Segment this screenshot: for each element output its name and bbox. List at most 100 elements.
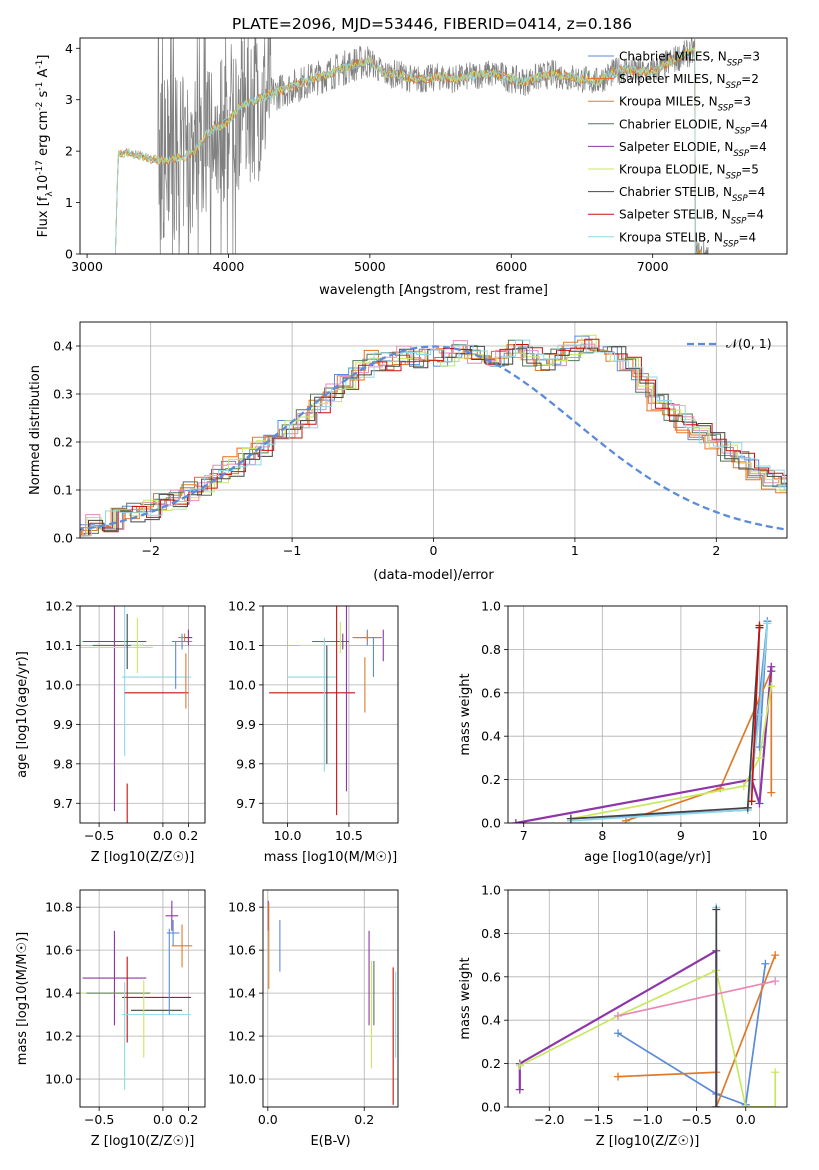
marker-kroupa_miles <box>767 788 776 797</box>
tick-label-y: 10.2 <box>228 1029 256 1044</box>
tick-label-x: −0.5 <box>84 828 114 843</box>
y-axis-label-part: λ <box>45 191 55 197</box>
marker-chabrier_stelib <box>712 905 721 914</box>
line-kroupa_miles <box>625 670 773 822</box>
tick-label-y: 0.2 <box>481 1056 501 1071</box>
panel-age_vs_mass: 10.0 10.5 9.7 9.8 9.9 10.0 10.1 10.2 mass [log10… <box>228 599 399 865</box>
gaussian-curve <box>80 345 787 531</box>
tick-label-y: 0.1 <box>53 483 73 498</box>
tick-label-x: 0.0 <box>153 828 173 843</box>
tick-label-y: 10.2 <box>45 1029 73 1044</box>
axes-frame <box>79 321 788 539</box>
tick-label-y: 0.0 <box>53 531 73 546</box>
legend-text: Chabrier STELIB, N <box>619 185 732 199</box>
tick-label-y: 9.9 <box>53 717 73 732</box>
legend-text: Salpeter ELODIE, N <box>619 140 733 154</box>
panel-massweight_vs_age: 7 8 9 10 0.0 0.2 0.4 0.6 0.8 1.0 age [log10(age/yr… <box>458 599 788 865</box>
tick-label-y: 0.4 <box>481 1013 501 1028</box>
marker-kroupa_elodie <box>741 1103 750 1107</box>
legend-subscript: SSP <box>735 126 751 136</box>
tick-label-x: 1 <box>571 543 579 558</box>
marker-kroupa_elodie <box>767 682 776 691</box>
legend-value: =4 <box>739 230 757 244</box>
tick-label-y: 0.0 <box>481 816 501 831</box>
legend-value: =4 <box>748 185 766 199</box>
tick-label-y: 10.4 <box>228 986 256 1001</box>
plot-area <box>80 606 193 823</box>
marker-kroupa_elodie <box>515 1061 524 1070</box>
line-kroupa_stelib <box>570 623 769 822</box>
y-axis-label-part: erg cm <box>36 111 51 160</box>
tick-label-x: −0.5 <box>84 1112 114 1127</box>
x-axis-label: (data-model)/error <box>373 568 494 583</box>
plot-area <box>511 617 776 823</box>
hist-step-chabrier_elodie <box>80 339 787 537</box>
tick-label-y: 0.2 <box>53 435 73 450</box>
marker-kroupa_elodie <box>755 753 764 762</box>
line-chabrier_miles <box>617 963 767 1106</box>
panel-massweight_vs_z: −2.0 −1.5 −1.0 −0.5 0.0 0.0 0.2 0.4 0.6 0.8 1.0 Z [… <box>458 883 788 1149</box>
x-axis-label: Z [log10(Z/Z☉)] <box>596 1134 700 1149</box>
legend-text: Kroupa MILES, N <box>619 95 718 109</box>
y-axis-label-part: -1 <box>35 60 45 69</box>
tick-label-x: 9 <box>677 828 685 843</box>
marker-chabrier_miles <box>755 743 764 752</box>
tick-label-y: 1.0 <box>481 883 501 898</box>
tick-label-x: 8 <box>598 828 606 843</box>
legend-value: =2 <box>741 72 759 86</box>
x-axis-label: Z [log10(Z/Z☉)] <box>91 850 195 865</box>
tick-label-x: −0.5 <box>681 1112 711 1127</box>
tick-label-y: 10.1 <box>228 638 256 653</box>
line-salpeter_miles <box>617 980 776 1017</box>
marker-salpeter_miles <box>771 977 780 986</box>
line-salpeter_stelib <box>750 625 761 802</box>
line-salpeter_elodie <box>515 666 773 823</box>
marker-chabrier_stelib <box>566 814 575 823</box>
y-axis-label-part: Flux [f <box>36 196 51 237</box>
panel-residual_histogram: −2 −1 0 1 2 0.0 0.1 0.2 0.3 0.4 𝒩(0, 1) (data-model… <box>28 321 788 583</box>
tick-label-y: 10.1 <box>45 638 73 653</box>
tick-label-y: 0.8 <box>481 642 501 657</box>
x-axis-label: wavelength [Angstrom, rest frame] <box>319 283 548 298</box>
line-kroupa_elodie <box>519 969 777 1107</box>
y-axis-label: Flux [fλ10-17 erg cm-2 s-1 A-1] <box>35 55 55 238</box>
tick-label-y: 10.2 <box>228 599 256 614</box>
y-axis-label-part: s <box>36 90 51 101</box>
tick-label-x: 4000 <box>213 259 245 274</box>
x-axis-label: E(B-V) <box>310 1134 350 1149</box>
legend-subscript: SSP <box>726 81 742 91</box>
marker-kroupa_elodie <box>771 1103 780 1107</box>
plot-area <box>80 900 193 1090</box>
tick-label-x: −1.5 <box>583 1112 613 1127</box>
line-chabrier_miles <box>570 621 769 820</box>
marker-kroupa_stelib <box>755 710 764 719</box>
x-axis-label: mass [log10(M/M☉)] <box>264 850 397 865</box>
figure-title: PLATE=2096, MJD=53446, FIBERID=0414, z=0… <box>232 15 632 33</box>
tick-label-x: 0.2 <box>354 1112 374 1127</box>
tick-label-y: 10.6 <box>228 943 256 958</box>
y-axis-label-part: -1 <box>35 82 45 91</box>
axes-frame <box>507 889 788 1108</box>
legend-value: =5 <box>741 163 759 177</box>
line-kroupa_elodie <box>570 686 773 820</box>
y-axis-label-part: 10 <box>36 175 51 192</box>
marker-chabrier_miles <box>761 959 770 968</box>
panel-age_vs_z: −0.5 0.0 0.2 9.7 9.8 9.9 10.0 10.1 10.2 Z [log10(… <box>15 599 206 865</box>
hist-step-kroupa_miles <box>80 339 787 537</box>
plot-area <box>515 903 780 1107</box>
tick-label-y: 9.9 <box>236 717 256 732</box>
tick-label-y: 10.0 <box>45 1072 73 1087</box>
legend-subscript: SSP <box>727 59 743 69</box>
legend-label-salpeter_stelib: Salpeter STELIB, NSSP=4 <box>619 208 764 227</box>
marker-chabrier_stelib <box>743 803 752 812</box>
tick-label-y: 0.4 <box>53 339 73 354</box>
tick-label-y: 9.7 <box>53 796 73 811</box>
legend-label-chabrier_stelib: Chabrier STELIB, NSSP=4 <box>619 185 765 204</box>
plot-area <box>267 900 397 1105</box>
tick-label-x: 2 <box>712 543 720 558</box>
legend-gaussian-label: 𝒩(0, 1) <box>726 336 772 351</box>
legend-label-kroupa_stelib: Kroupa STELIB, NSSP=4 <box>619 230 756 249</box>
legend-value: =3 <box>742 50 760 64</box>
y-axis-label-part: ] <box>36 55 51 60</box>
